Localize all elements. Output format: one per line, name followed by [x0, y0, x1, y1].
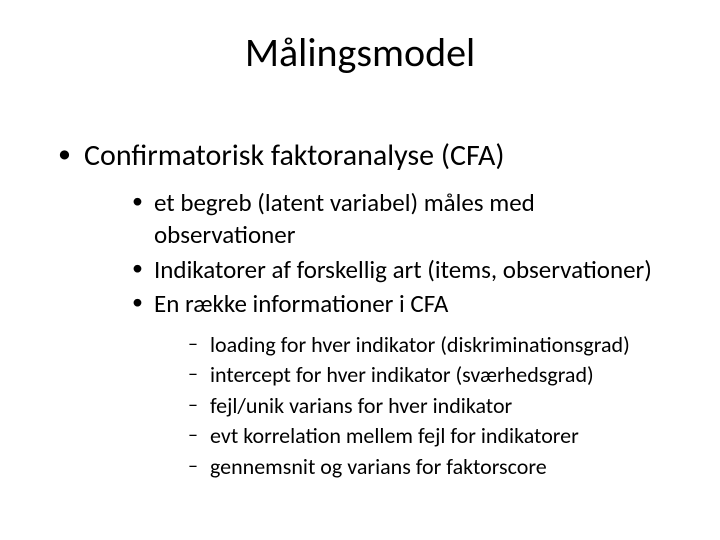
list-item-text: Confirmatorisk faktoranalyse (CFA) — [84, 137, 505, 174]
bullet-list-level3: loading for hver indikator (diskriminati… — [154, 331, 680, 482]
slide-title: Målingsmodel — [40, 28, 680, 77]
list-item: En række informationer i CFA loading for… — [132, 288, 680, 481]
list-item-text: gennemsnit og varians for faktorscore — [210, 453, 547, 480]
list-item-text: et begreb (latent variabel) måles med ob… — [154, 187, 535, 251]
list-item-text: evt korrelation mellem fejl for indikato… — [210, 422, 579, 449]
list-item-text: Indikatorer af forskellig art (items, ob… — [154, 254, 652, 285]
list-item-text: fejl/unik varians for hver indikator — [210, 392, 512, 419]
list-item: Indikatorer af forskellig art (items, ob… — [132, 254, 680, 287]
list-item: et begreb (latent variabel) måles med ob… — [132, 187, 680, 252]
slide: Målingsmodel Confirmatorisk faktoranalys… — [0, 0, 720, 540]
bullet-list-level1: Confirmatorisk faktoranalyse (CFA) et be… — [40, 137, 680, 481]
list-item-text: intercept for hver indikator (sværhedsgr… — [210, 361, 594, 388]
list-item: loading for hver indikator (diskriminati… — [188, 331, 680, 360]
list-item-text: En række informationer i CFA — [154, 288, 448, 319]
list-item: intercept for hver indikator (sværhedsgr… — [188, 361, 680, 390]
list-item: fejl/unik varians for hver indikator — [188, 392, 680, 421]
list-item: gennemsnit og varians for faktorscore — [188, 453, 680, 482]
list-item: Confirmatorisk faktoranalyse (CFA) et be… — [58, 137, 680, 481]
list-item: evt korrelation mellem fejl for indikato… — [188, 422, 680, 451]
list-item-text: loading for hver indikator (diskriminati… — [210, 331, 630, 358]
bullet-list-level2: et begreb (latent variabel) måles med ob… — [84, 187, 680, 482]
